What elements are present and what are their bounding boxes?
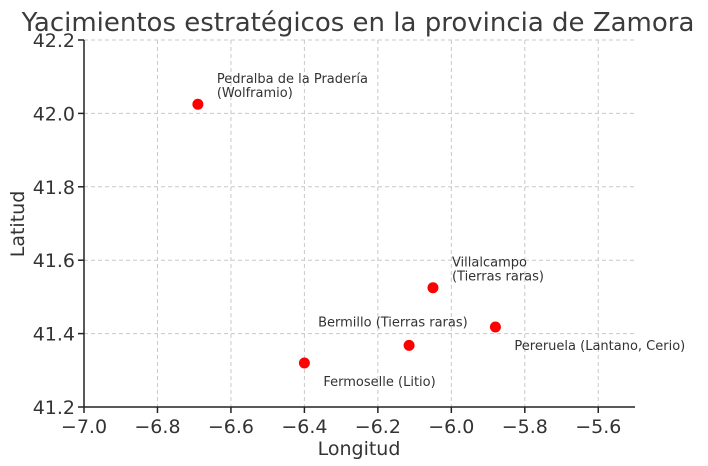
x-tick-label: −6.6: [208, 416, 254, 438]
point-label-line: Bermillo (Tierras raras): [318, 315, 468, 330]
y-tick-label: 41.6: [33, 250, 75, 272]
data-points: [192, 98, 501, 369]
point-label-line: Fermoselle (Litio): [323, 375, 435, 390]
y-tick-label: 42.2: [33, 30, 75, 52]
x-tick-label: −6.4: [281, 416, 327, 438]
point-label-line: Pereruela (Lantano, Cerio): [514, 339, 685, 354]
point-label: Bermillo (Tierras raras): [318, 315, 468, 330]
point-label: Fermoselle (Litio): [323, 375, 435, 390]
axes: [83, 40, 635, 408]
x-tick-label: −6.8: [134, 416, 180, 438]
x-tick-label: −5.8: [502, 416, 548, 438]
data-point: [298, 357, 310, 369]
y-tick-label: 41.4: [33, 324, 75, 346]
chart-title: Yacimientos estratégicos en la provincia…: [21, 8, 695, 38]
y-tick-label: 41.8: [33, 177, 75, 199]
point-label-line: Pedralba de la Pradería: [217, 72, 368, 87]
point-label-line: (Wolframio): [217, 86, 293, 101]
point-annotations: Pedralba de la Pradería (Wolframio) Villal…: [217, 72, 685, 390]
x-tick-label: −6.2: [355, 416, 401, 438]
y-tick-label: 42.0: [33, 103, 75, 125]
point-label: Pereruela (Lantano, Cerio): [514, 339, 685, 354]
y-tick-label: 41.2: [33, 397, 75, 419]
point-label-line: Villalcampo: [452, 256, 527, 271]
x-tick-label: −6.0: [428, 416, 474, 438]
y-axis-label: Latitud: [7, 191, 29, 258]
x-tick-label: −5.6: [575, 416, 621, 438]
data-point: [489, 321, 501, 333]
point-label-line: (Tierras raras): [452, 270, 544, 285]
point-label: Villalcampo (Tierras raras): [452, 256, 544, 285]
data-point: [427, 282, 439, 294]
axis-ticks: −7.0 −6.8 −6.6 −6.4 −6.2 −6.0 −5.8 −5.6 41.2 41.4…: [33, 30, 622, 438]
data-point: [403, 339, 415, 351]
x-axis-label: Longitud: [318, 438, 401, 460]
x-tick-label: −7.0: [61, 416, 107, 438]
data-point: [192, 98, 204, 110]
point-label: Pedralba de la Pradería (Wolframio): [217, 72, 368, 101]
